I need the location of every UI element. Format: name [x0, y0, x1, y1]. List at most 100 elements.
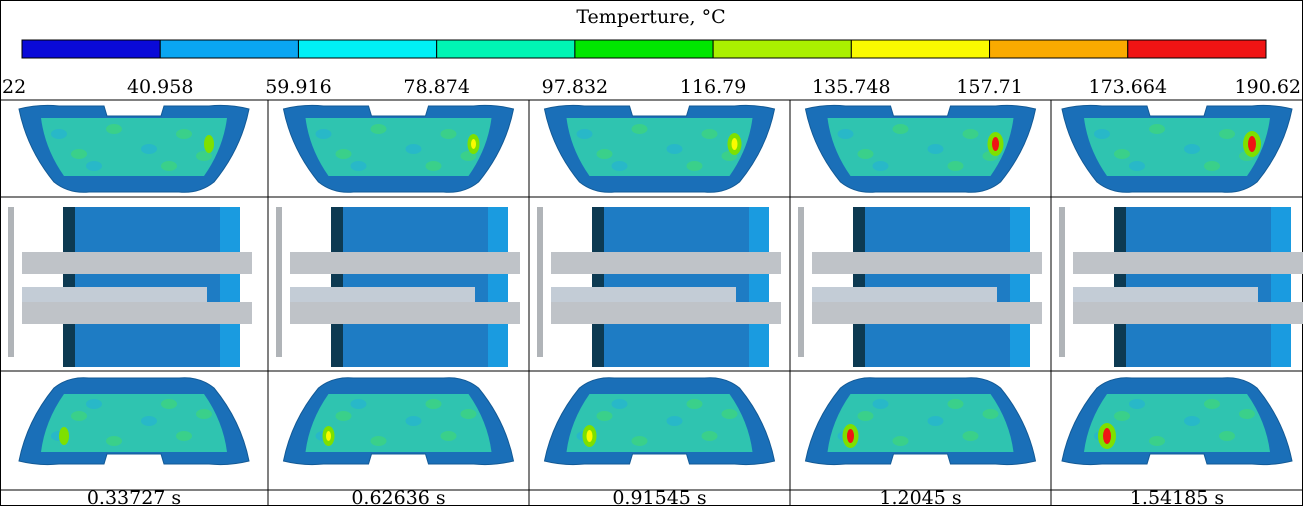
- hot-spot: [701, 129, 718, 139]
- hot-spot: [1239, 409, 1255, 419]
- hot-spot: [631, 436, 648, 446]
- bracket-post: [798, 207, 804, 357]
- hot-spot: [196, 151, 212, 161]
- hot-spot: [1103, 428, 1111, 444]
- pad-image: [543, 377, 776, 466]
- colorbar-segment: [297, 39, 438, 59]
- hot-spot: [872, 161, 889, 171]
- hot-spot: [666, 144, 683, 154]
- colorbar-segment: [21, 39, 161, 59]
- hot-spot: [837, 129, 854, 139]
- colorbar-tick-label: 22: [2, 76, 26, 98]
- pad-image: [18, 104, 250, 193]
- caliper-image: [8, 207, 252, 367]
- bracket-top: [812, 252, 1042, 274]
- hot-spot: [59, 427, 69, 445]
- hot-spot: [962, 431, 979, 441]
- hot-spot: [892, 436, 909, 446]
- hot-spot: [927, 416, 944, 426]
- bracket-bottom: [22, 302, 252, 324]
- pad-image: [804, 104, 1037, 193]
- hot-spot: [440, 431, 457, 441]
- time-label: 0.91545 s: [612, 487, 706, 506]
- hot-spot: [847, 429, 854, 443]
- hot-spot: [71, 149, 87, 159]
- pad-image: [1061, 377, 1293, 466]
- hot-spot: [86, 161, 102, 171]
- hot-spot: [141, 144, 157, 154]
- hot-spot: [425, 399, 442, 409]
- hot-spot: [370, 436, 387, 446]
- hot-spot: [86, 399, 102, 409]
- hot-spot: [947, 399, 964, 409]
- caliper-image: [537, 207, 781, 367]
- time-label: 0.62636 s: [351, 487, 445, 506]
- hot-spot: [596, 149, 613, 159]
- bracket-top: [22, 252, 252, 274]
- hot-spot: [440, 129, 457, 139]
- pad-body: [41, 394, 227, 452]
- hot-spot: [962, 129, 979, 139]
- hot-spot: [892, 124, 909, 134]
- hot-spot: [350, 399, 367, 409]
- hot-spot: [315, 129, 332, 139]
- hot-spot: [1184, 416, 1200, 426]
- hot-spot: [576, 129, 593, 139]
- pad-body: [827, 118, 1014, 176]
- bracket-top: [290, 252, 520, 274]
- hot-spot: [686, 399, 703, 409]
- hot-spot: [1204, 161, 1220, 171]
- caliper-image: [798, 207, 1042, 367]
- pad-body: [41, 118, 227, 176]
- hot-spot: [721, 409, 738, 419]
- hot-spot: [425, 161, 442, 171]
- hot-spot: [586, 430, 593, 442]
- bracket-post: [1059, 207, 1065, 357]
- hot-spot: [947, 161, 964, 171]
- bracket-post: [537, 207, 543, 357]
- hot-spot: [106, 436, 122, 446]
- pad-body: [566, 118, 753, 176]
- caliper-image: [1059, 207, 1303, 367]
- colorbar-tick-label: 135.748: [812, 76, 891, 98]
- time-label: 1.2045 s: [879, 487, 961, 506]
- hot-spot: [471, 139, 476, 149]
- hot-spot: [350, 161, 367, 171]
- colorbar-segment: [989, 39, 1129, 59]
- hot-spot: [335, 411, 352, 421]
- time-label: 1.54185 s: [1130, 487, 1224, 506]
- hot-spot: [370, 124, 387, 134]
- colorbar-segment: [436, 39, 576, 59]
- hot-spot: [1219, 431, 1235, 441]
- hot-spot: [405, 144, 422, 154]
- hot-spot: [731, 138, 738, 150]
- pad-body: [305, 394, 492, 452]
- hot-spot: [176, 431, 192, 441]
- hot-spot: [1248, 136, 1256, 152]
- hot-spot: [596, 411, 613, 421]
- hot-spot: [1094, 129, 1110, 139]
- caliper-image: [276, 207, 520, 367]
- hot-spot: [326, 431, 331, 441]
- time-label: 0.33727 s: [87, 487, 181, 506]
- pad-image: [804, 377, 1037, 466]
- colorbar-tick-label: 190.62: [1235, 76, 1301, 98]
- colorbar-segment: [850, 39, 991, 59]
- hot-spot: [1114, 411, 1130, 421]
- bracket-post: [8, 207, 14, 357]
- hot-spot: [161, 161, 177, 171]
- hot-spot: [872, 399, 889, 409]
- hot-spot: [196, 409, 212, 419]
- hot-spot: [982, 409, 999, 419]
- pad-body: [1084, 118, 1270, 176]
- bracket-top: [551, 252, 781, 274]
- bracket-post: [276, 207, 282, 357]
- pad-edge: [488, 207, 508, 367]
- bracket-top: [1073, 252, 1303, 274]
- colorbar-segment: [712, 39, 852, 59]
- hot-spot: [686, 161, 703, 171]
- hot-spot: [666, 416, 683, 426]
- pad-image: [18, 377, 250, 466]
- pad-edge: [1010, 207, 1030, 367]
